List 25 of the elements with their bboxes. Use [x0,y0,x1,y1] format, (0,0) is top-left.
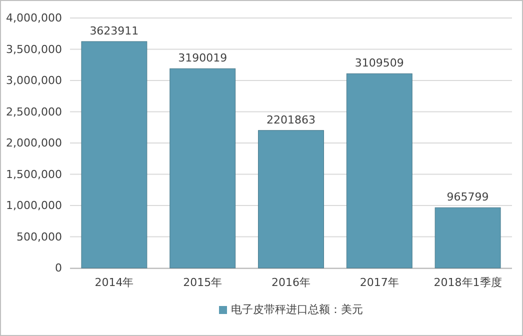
data-label: 2201863 [266,113,316,126]
data-label: 3109509 [354,56,404,70]
y-tick-label: 3,500,000 [6,42,62,56]
bar [346,73,412,268]
y-tick-label: 1,500,000 [6,168,62,181]
bar [434,207,501,268]
y-tick-label: 2,500,000 [6,105,62,118]
y-tick-label: 2,000,000 [6,136,62,150]
bar [170,68,236,268]
bar [258,130,324,268]
x-tick-label: 2017年 [360,276,399,289]
x-tick-label: 2016年 [272,276,310,289]
y-tick-label: 3,000,000 [6,74,62,88]
data-label: 965799 [446,190,489,204]
data-label: 3190019 [178,52,228,65]
y-tick-label: 0 [55,262,62,275]
x-tick-label: 2018年1季度 [434,276,502,289]
y-tick-label: 1,000,000 [6,199,62,212]
bar [81,41,148,268]
y-tick-label: 4,000,000 [6,12,62,25]
legend-label: 电子皮带秤进口总额：美元 [231,303,363,316]
data-label: 3623911 [90,24,139,38]
y-tick-label: 500,000 [16,230,62,244]
x-tick-label: 2014年 [94,276,134,289]
x-tick-label: 2015年 [183,276,222,289]
